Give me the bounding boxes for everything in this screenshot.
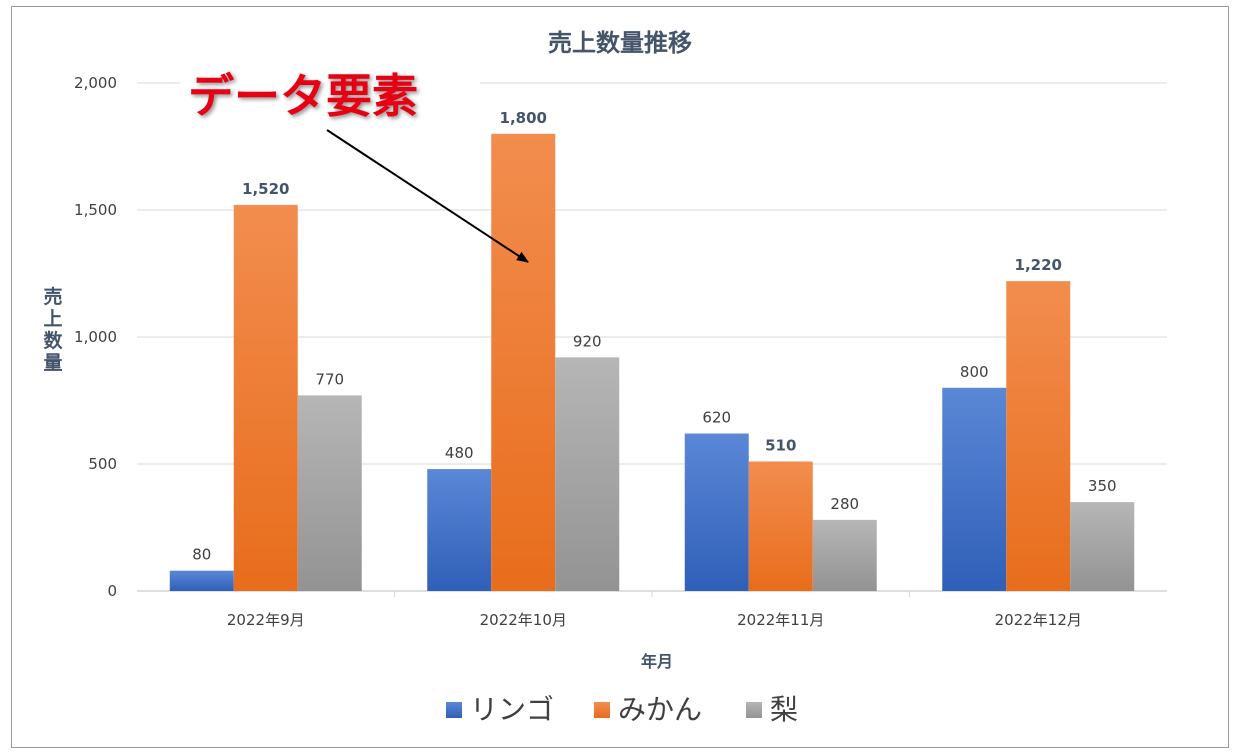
bar-apple [942, 387, 1007, 591]
data-label: 1,800 [500, 109, 547, 127]
annotation-callout: データ要素 [188, 69, 418, 123]
y-tick-label: 500 [88, 455, 117, 473]
y-tick-labels: 0 500 1,000 1,500 2,000 [74, 74, 117, 600]
legend-label: リンゴ [470, 693, 554, 726]
bar-pear [1070, 502, 1135, 591]
y-tick-label: 2,000 [74, 74, 117, 92]
data-label: 480 [445, 444, 474, 462]
bar-pear [555, 357, 620, 591]
x-tick-label: 2022年10月 [480, 611, 567, 629]
x-tick-labels: 2022年9月 2022年10月 2022年11月 2022年12月 [227, 611, 1082, 629]
x-tick-label: 2022年12月 [995, 611, 1082, 629]
bar-apple [427, 469, 492, 591]
legend: リンゴ みかん 梨 [446, 693, 798, 726]
data-label: 920 [573, 332, 602, 350]
data-label: 1,520 [242, 180, 289, 198]
bar-mikan [491, 133, 556, 592]
bar-mikan [1006, 281, 1071, 591]
data-label: 1,220 [1015, 256, 1062, 274]
data-label: 800 [960, 363, 989, 381]
chart-title: 売上数量推移 [548, 29, 692, 57]
data-label: 280 [830, 495, 859, 513]
legend-swatch [746, 702, 762, 718]
bar-pear [297, 395, 362, 591]
data-label: 350 [1088, 477, 1117, 495]
data-labels: 80 1,520 770 480 1,800 920 620 510 280 800 1,220 35… [192, 109, 1116, 564]
bar-mikan [748, 461, 813, 591]
y-axis-title: 売上数量 [43, 285, 63, 374]
legend-label: 梨 [770, 693, 798, 726]
legend-label: みかん [618, 693, 702, 726]
x-axis-title: 年月 [641, 652, 673, 671]
callout-background [180, 64, 480, 122]
data-label: 80 [192, 546, 211, 564]
data-label: 770 [315, 370, 344, 388]
x-tick-label: 2022年11月 [737, 611, 824, 629]
svg-text:売上数量: 売上数量 [43, 285, 63, 374]
x-tick-label: 2022年9月 [227, 611, 305, 629]
annotation-arrow [326, 129, 529, 263]
y-tick-label: 0 [107, 582, 117, 600]
legend-swatch [446, 702, 462, 718]
bar-mikan [233, 204, 298, 592]
bar-pear [812, 519, 877, 591]
y-tick-label: 1,500 [74, 201, 117, 219]
data-label: 620 [702, 409, 731, 427]
data-label: 510 [765, 436, 796, 454]
legend-swatch [594, 702, 610, 718]
bar-apple [169, 570, 234, 591]
y-tick-label: 1,000 [74, 328, 117, 346]
bar-apple [684, 433, 749, 591]
bars [169, 133, 1135, 592]
